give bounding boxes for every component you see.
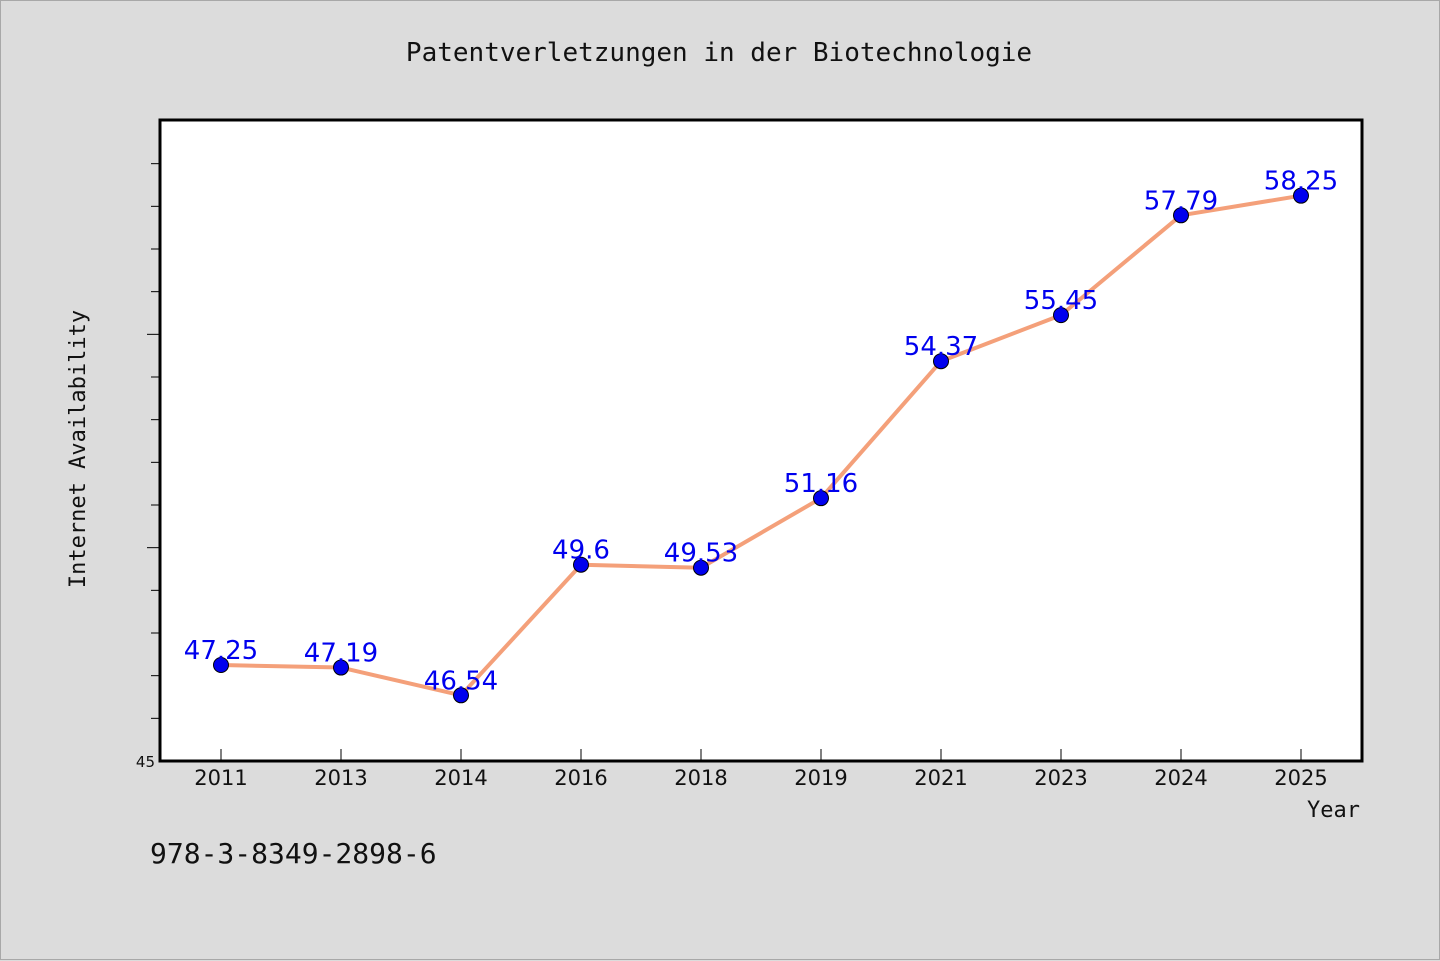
data-label: 49.53: [664, 539, 738, 569]
y-tick-label: 45: [136, 753, 155, 771]
x-tick-label: 2024: [1154, 766, 1207, 790]
isbn-text: 978-3-8349-2898-6: [150, 837, 437, 870]
data-label-layer: 47.25 47.19 46.54 49.6 49.53 51.16 54.37 55.45 5…: [184, 167, 1338, 697]
data-point: [213, 657, 229, 673]
data-point: [693, 559, 709, 576]
data-label: 55.45: [1024, 286, 1098, 316]
chart-title: Patentverletzungen in der Biotechnologie: [406, 38, 1032, 68]
data-label: 58.25: [1264, 167, 1338, 197]
x-tick-label: 2014: [434, 766, 487, 790]
data-point: [933, 353, 949, 370]
x-tick-label: 2016: [554, 766, 607, 790]
x-axis-label: Year: [1307, 798, 1360, 823]
y-axis-ticks: 45: [136, 163, 161, 771]
data-label: 54.37: [904, 332, 978, 362]
x-tick-label: 2013: [314, 766, 367, 790]
series-line: [220, 193, 1302, 698]
series-layer: [213, 187, 1309, 704]
data-point: [573, 556, 589, 573]
data-label: 49.6: [552, 536, 610, 566]
data-point: [453, 687, 469, 704]
data-point: [1293, 187, 1309, 204]
data-label: 57.79: [1144, 186, 1218, 216]
data-point: [333, 659, 349, 676]
y-axis-label: Internet Availability: [66, 310, 91, 588]
x-tick-label: 2025: [1274, 766, 1327, 790]
x-tick-label: 2011: [194, 766, 247, 790]
x-tick-label: 2018: [674, 766, 727, 790]
data-label: 47.25: [184, 636, 258, 666]
data-point: [813, 490, 829, 507]
data-point: [1053, 307, 1069, 324]
x-tick-label: 2021: [914, 766, 967, 790]
x-axis-ticks: 2011 2013 2014 2016 2018 2019 2021 2023 2024 2025: [194, 749, 1328, 790]
data-label: 46.54: [424, 666, 498, 696]
x-tick-label: 2019: [794, 766, 847, 790]
plot-area: [158, 118, 1364, 763]
x-tick-label: 2023: [1034, 766, 1087, 790]
data-point: [1173, 207, 1189, 224]
data-label: 47.19: [304, 639, 378, 669]
data-label: 51.16: [784, 469, 858, 499]
